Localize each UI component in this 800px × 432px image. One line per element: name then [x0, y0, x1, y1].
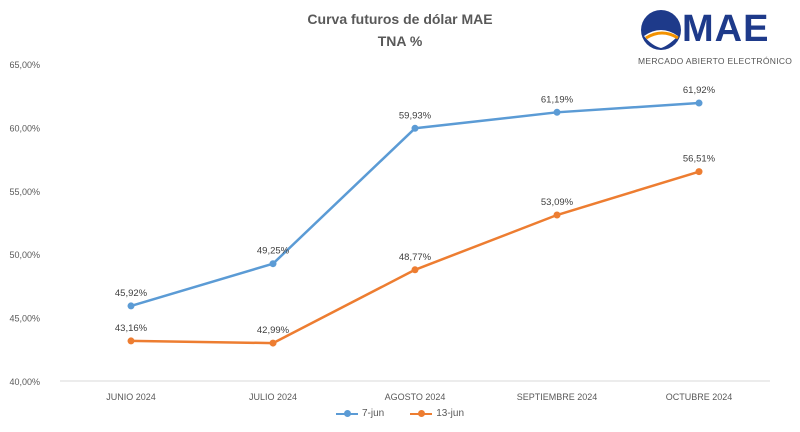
y-tick-label: 45,00%	[9, 314, 40, 324]
data-label: 61,92%	[683, 85, 716, 96]
data-label: 42,99%	[257, 325, 290, 336]
data-point	[127, 337, 135, 345]
data-label: 59,93%	[399, 110, 432, 121]
logo-tagline: MERCADO ABIERTO ELECTRÓNICO	[638, 56, 793, 66]
data-point	[411, 266, 419, 274]
data-label: 56,51%	[683, 154, 716, 165]
legend-swatch	[410, 409, 433, 419]
legend-label: 7-jun	[361, 408, 385, 419]
data-point	[269, 260, 277, 268]
data-point	[553, 108, 561, 116]
data-point	[127, 302, 135, 310]
chart-title: Curva futuros de dólar MAE	[307, 11, 493, 27]
legend-item: 13-jun	[410, 408, 464, 419]
legend-label: 13-jun	[436, 408, 465, 419]
data-label: 48,77%	[399, 252, 432, 263]
data-label: 43,16%	[115, 323, 148, 334]
data-point	[269, 339, 277, 347]
chart-legend: 7-jun 13-jun	[0, 408, 800, 419]
x-tick-label: AGOSTO 2024	[385, 392, 446, 402]
chart-subtitle: TNA %	[377, 33, 423, 49]
data-label: 45,92%	[115, 288, 148, 299]
data-point	[695, 99, 703, 107]
data-point	[695, 168, 703, 176]
mae-logo: MAE MERCADO ABIERTO ELECTRÓNICO	[636, 6, 798, 70]
y-tick-label: 60,00%	[9, 123, 40, 133]
data-point	[553, 211, 561, 219]
x-tick-label: JUNIO 2024	[106, 392, 156, 402]
series-line-7-jun	[130, 101, 700, 308]
data-point	[411, 124, 419, 132]
legend-item: 7-jun	[335, 408, 385, 419]
mae-logo-mark-icon	[641, 10, 681, 50]
y-tick-label: 65,00%	[9, 60, 40, 70]
chart-title-block: Curva futuros de dólar MAE TNA %	[200, 8, 600, 52]
x-tick-label: OCTUBRE 2024	[666, 392, 733, 402]
y-tick-label: 40,00%	[9, 377, 40, 387]
y-tick-label: 55,00%	[9, 187, 40, 197]
x-tick-label: SEPTIEMBRE 2024	[517, 392, 598, 402]
x-tick-label: JULIO 2024	[249, 392, 297, 402]
data-label: 61,19%	[541, 94, 574, 105]
logo-wordmark: MAE	[682, 8, 770, 50]
y-tick-label: 50,00%	[9, 250, 40, 260]
data-label: 53,09%	[541, 197, 574, 208]
legend-swatch	[335, 409, 358, 419]
data-label: 49,25%	[257, 246, 290, 257]
